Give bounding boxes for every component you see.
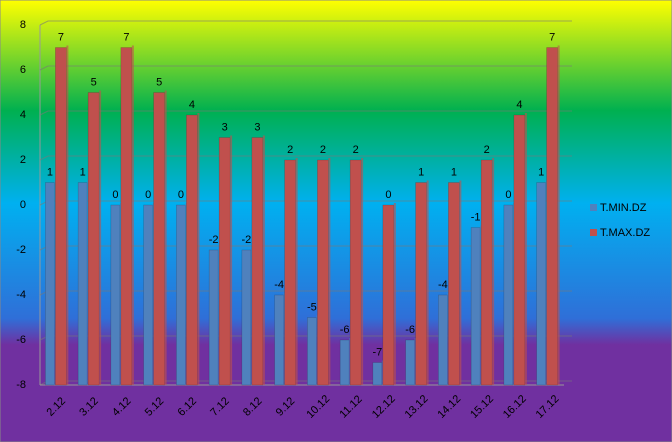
bar — [307, 317, 317, 386]
bar — [470, 227, 481, 386]
value-label: 1 — [80, 166, 86, 178]
value-label: 3 — [254, 121, 260, 133]
value-label: 2 — [287, 144, 293, 156]
value-label: 0 — [112, 189, 118, 201]
bar — [208, 249, 219, 386]
value-label: 3 — [222, 121, 228, 133]
bar — [186, 114, 198, 386]
bar-side — [131, 45, 134, 385]
bar — [415, 182, 427, 386]
bar-side — [557, 45, 560, 385]
bar — [536, 182, 546, 386]
y-tick-label: 6 — [20, 64, 26, 76]
y-tick-label: -8 — [16, 379, 26, 391]
bar — [405, 339, 415, 386]
value-label: 0 — [385, 189, 391, 201]
value-label: 0 — [145, 189, 151, 201]
legend-swatch — [590, 229, 597, 236]
value-label: 5 — [91, 76, 97, 88]
y-tick-label: -6 — [16, 334, 26, 346]
bar — [339, 339, 350, 386]
bar — [448, 182, 460, 386]
bar-side — [524, 113, 527, 385]
value-label: 1 — [538, 166, 544, 178]
value-label: 7 — [58, 31, 64, 43]
y-tick-label: 8 — [20, 19, 26, 31]
bar-side — [197, 113, 200, 385]
legend-label: T.MAX.DZ — [600, 227, 650, 239]
y-tick-label: 2 — [20, 154, 26, 166]
y-tick-label: -2 — [16, 244, 26, 256]
bar-side — [262, 135, 265, 385]
value-label: -2 — [209, 234, 219, 246]
bar-side — [66, 45, 69, 385]
bar — [45, 182, 55, 386]
value-label: 7 — [549, 31, 555, 43]
value-label: -6 — [405, 324, 415, 336]
bar-side — [164, 90, 167, 385]
value-label: 7 — [123, 31, 129, 43]
value-label: 0 — [505, 189, 511, 201]
bar-side — [426, 180, 429, 385]
legend-swatch — [590, 204, 597, 211]
value-label: 4 — [189, 99, 195, 111]
bar — [317, 159, 329, 386]
bar — [349, 159, 362, 386]
value-label: 5 — [156, 76, 162, 88]
grid-line — [39, 155, 572, 161]
value-label: 1 — [451, 166, 457, 178]
value-label: 1 — [418, 166, 424, 178]
bar — [218, 137, 231, 386]
value-label: 2 — [484, 144, 490, 156]
bar — [176, 204, 186, 386]
grid-line — [39, 110, 572, 116]
bar — [438, 294, 448, 386]
value-label: 4 — [516, 99, 522, 111]
bar — [382, 204, 395, 386]
value-label: -7 — [372, 346, 382, 358]
bar-side — [328, 158, 331, 385]
bar — [274, 294, 284, 386]
y-tick-label: -4 — [16, 289, 26, 301]
value-label: -2 — [241, 234, 251, 246]
bar-side — [393, 203, 396, 385]
value-label: -6 — [340, 324, 350, 336]
legend-label: T.MIN.DZ — [600, 202, 647, 214]
value-label: 2 — [353, 144, 359, 156]
bar — [77, 182, 88, 386]
value-label: -5 — [307, 301, 317, 313]
bar-side — [99, 90, 102, 385]
bar — [120, 47, 133, 386]
bar — [55, 47, 67, 386]
bar — [372, 362, 383, 386]
value-label: -1 — [471, 211, 481, 223]
value-label: 0 — [178, 189, 184, 201]
bar — [87, 92, 100, 386]
bar — [503, 204, 514, 386]
bar-side — [459, 180, 462, 385]
value-label: -4 — [438, 279, 448, 291]
bar-side — [230, 135, 233, 385]
bar — [513, 114, 526, 386]
bar — [546, 47, 558, 386]
bar — [110, 204, 121, 386]
bar-side — [492, 158, 495, 385]
value-label: 1 — [47, 166, 53, 178]
y-tick-label: 0 — [20, 199, 26, 211]
y-tick-label: 4 — [20, 109, 26, 121]
bar — [153, 92, 165, 386]
value-label: -4 — [274, 279, 284, 291]
bar-side — [361, 158, 364, 385]
bar-side — [295, 158, 298, 385]
bar — [251, 137, 264, 386]
bar — [284, 159, 296, 386]
bar — [143, 204, 153, 386]
bar — [480, 159, 493, 386]
grid-line — [39, 20, 572, 26]
bar — [241, 249, 252, 386]
value-label: 2 — [320, 144, 326, 156]
grid-line — [39, 65, 572, 71]
